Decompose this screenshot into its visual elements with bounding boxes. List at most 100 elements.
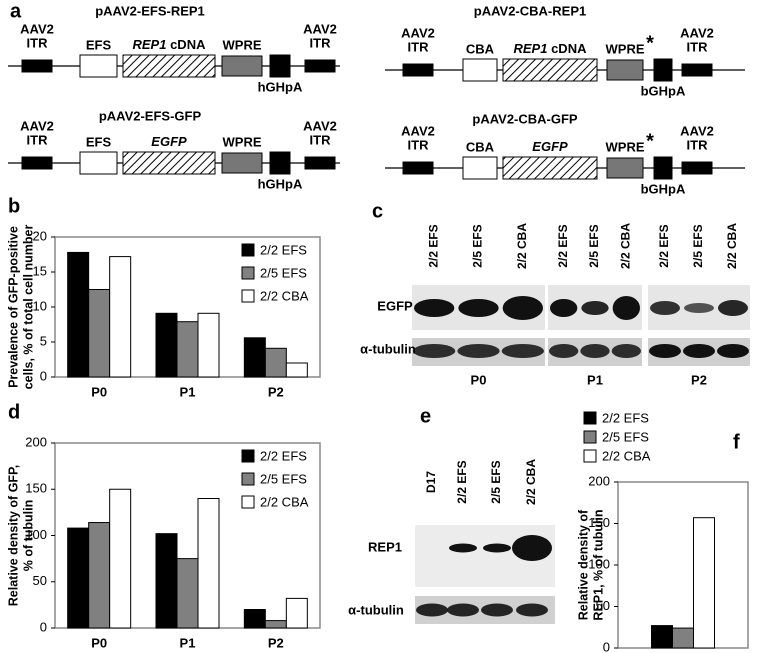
bar	[243, 337, 266, 378]
bar	[109, 488, 132, 629]
construct-title: pAAV2-CBA-GFP	[472, 111, 578, 126]
bar	[88, 289, 111, 378]
y-tick-label: 150	[25, 481, 47, 496]
group-label: P1	[587, 372, 603, 387]
wpre	[221, 55, 263, 77]
legend-swatch	[241, 266, 255, 280]
bar	[285, 597, 308, 629]
bar	[176, 558, 199, 629]
transgene	[502, 156, 598, 180]
itr	[304, 59, 336, 73]
lane-label: 2/2 EFS	[657, 224, 671, 267]
y-tick-label: 0	[40, 619, 47, 634]
x-tick-label: P1	[180, 384, 196, 399]
legend-label: 2/2 CBA	[260, 494, 309, 509]
legend-swatch	[241, 495, 255, 509]
itr-label: AAV2	[20, 21, 54, 36]
polya	[269, 54, 291, 78]
lane-label: 2/2 CBA	[515, 223, 529, 269]
band	[501, 344, 544, 358]
legend-swatch	[241, 289, 255, 303]
promoter-label: EFS	[86, 134, 112, 149]
panel-letter: c	[372, 200, 383, 222]
band	[683, 344, 715, 358]
legend-label: 2/5 EFS	[260, 471, 307, 486]
y-axis-label: Prevalence of GFP-positive	[6, 226, 20, 388]
star: *	[646, 130, 654, 152]
band	[549, 344, 579, 358]
lane-label: 2/2 CBA	[524, 459, 538, 505]
lane-label: 2/5 EFS	[587, 224, 601, 267]
itr-label: AAV2	[303, 21, 337, 36]
construct-title: pAAV2-EFS-REP1	[95, 3, 205, 18]
y-tick-label: 10	[33, 298, 47, 313]
group-label: P2	[691, 372, 707, 387]
wpre-label: WPRE	[606, 41, 645, 56]
legend-swatch	[583, 449, 597, 463]
legend-label: 2/2 EFS	[602, 410, 649, 425]
transgene-label: REP1 cDNA	[133, 37, 207, 52]
band	[416, 603, 448, 617]
transgene-part: EGFP	[151, 134, 187, 149]
y-tick-label: 50	[596, 598, 610, 613]
promoter-label: CBA	[466, 139, 495, 154]
y-axis-label: Relative density of	[576, 509, 590, 620]
itr-label: ITR	[310, 132, 332, 147]
itr-label: AAV2	[401, 25, 435, 40]
y-tick-label: 0	[603, 639, 610, 653]
y-tick-label: 50	[33, 573, 47, 588]
transgene-part: cDNA	[166, 37, 206, 52]
band	[483, 543, 511, 553]
panel-letter: e	[420, 405, 431, 427]
polya	[653, 58, 673, 82]
y-tick-label: 200	[25, 434, 47, 449]
y-axis-label: REP1, % of tubulin	[591, 509, 605, 620]
promoter	[462, 58, 498, 82]
polya-label: hGHpA	[258, 176, 303, 191]
y-tick-label: 200	[588, 473, 610, 488]
lane-label: 2/2 EFS	[556, 224, 570, 267]
y-tick-label: 0	[40, 368, 47, 383]
y-tick-label: 15	[33, 263, 47, 278]
bar	[197, 312, 220, 378]
itr	[402, 161, 434, 175]
bar	[651, 625, 673, 649]
transgene-label: EGFP	[532, 139, 568, 154]
legend-label: 2/2 CBA	[260, 288, 309, 303]
wpre-label: WPRE	[223, 37, 262, 52]
lane-label: 2/2 CBA	[725, 223, 739, 269]
x-tick-label: P0	[91, 384, 107, 399]
legend-label: 2/5 EFS	[260, 265, 307, 280]
legend-label: 2/5 EFS	[602, 429, 649, 444]
lane-label: 2/5 EFS	[471, 224, 485, 267]
bar	[67, 251, 90, 378]
construct-title: pAAV2-EFS-GFP	[99, 108, 202, 123]
transgene-part: EGFP	[532, 139, 568, 154]
itr-label: AAV2	[20, 118, 54, 133]
star: *	[646, 32, 654, 54]
plot-frame	[617, 481, 749, 649]
itr-label: ITR	[27, 35, 49, 50]
band	[718, 300, 748, 316]
legend-swatch	[583, 411, 597, 425]
panel-letter: b	[8, 195, 20, 217]
wpre	[606, 59, 644, 81]
group-label: P0	[471, 372, 487, 387]
itr-label: ITR	[408, 137, 430, 152]
itr	[681, 161, 713, 175]
lane-label: 2/2 CBA	[619, 223, 633, 269]
promoter-label: CBA	[466, 41, 495, 56]
y-axis-label: cells, % of total cell number	[21, 225, 35, 390]
itr-label: ITR	[27, 132, 49, 147]
x-tick-label: P0	[91, 635, 107, 650]
legend-label: 2/2 EFS	[260, 242, 307, 257]
promoter	[462, 156, 498, 180]
legend-label: 2/2 CBA	[602, 448, 651, 463]
band	[581, 301, 609, 315]
y-tick-label: 100	[588, 556, 610, 571]
bar	[264, 347, 287, 378]
lane-label: 2/5 EFS	[691, 224, 705, 267]
x-tick-label: P2	[268, 635, 284, 650]
x-tick-label: P2	[268, 384, 284, 399]
